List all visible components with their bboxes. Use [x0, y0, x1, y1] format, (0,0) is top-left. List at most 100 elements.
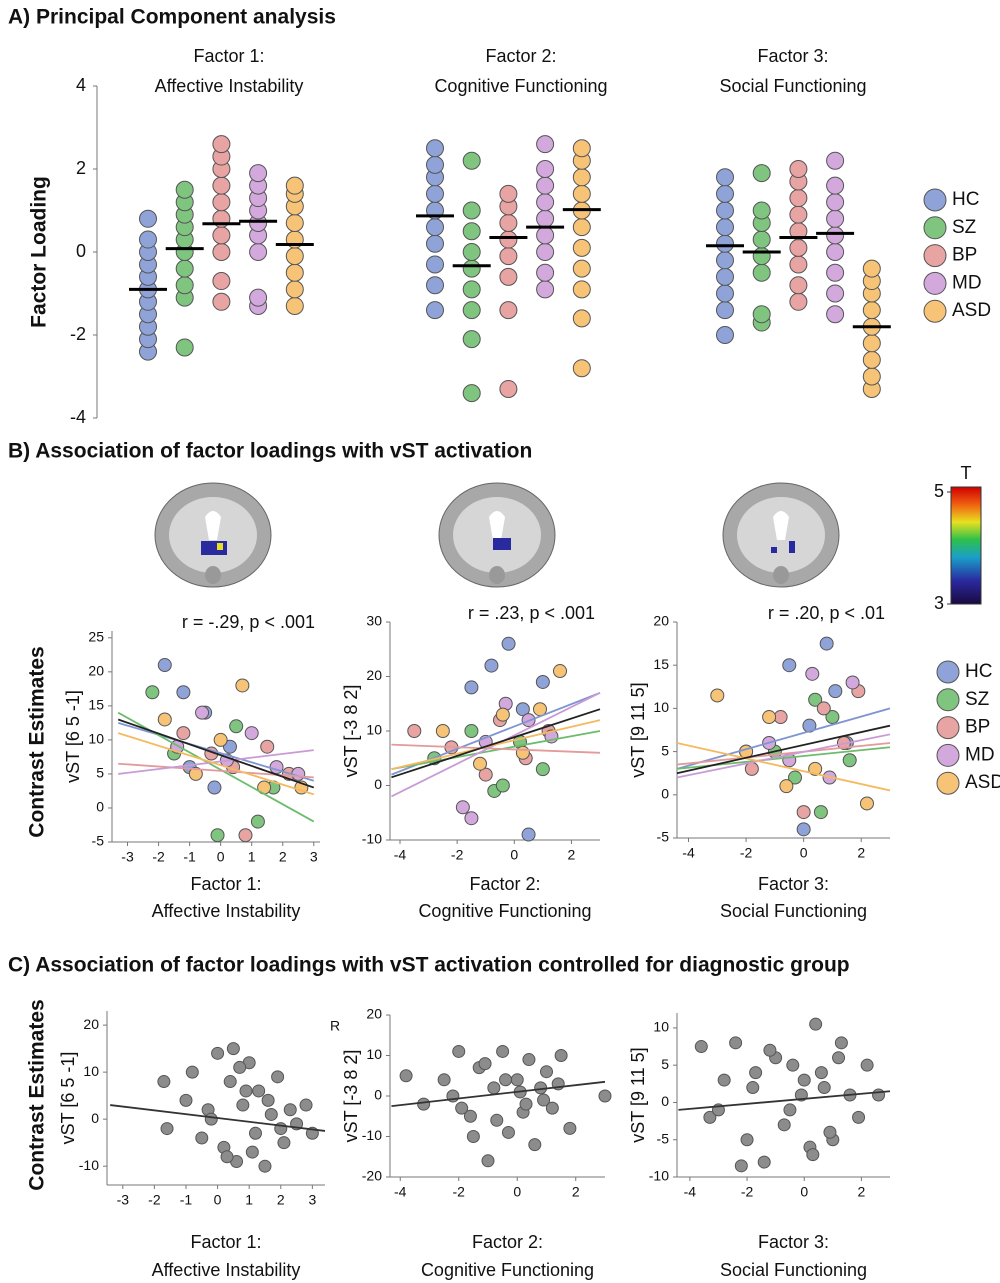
point	[536, 226, 555, 245]
point	[826, 284, 845, 303]
point	[862, 259, 881, 278]
x-tick-label: 0	[800, 1184, 808, 1200]
point	[834, 1036, 848, 1050]
y-tick-label: 4	[76, 75, 86, 95]
legend-label: BP	[952, 245, 977, 266]
point	[752, 305, 771, 324]
y-tick-label: 5	[661, 1056, 669, 1072]
colorbar	[950, 486, 982, 605]
point	[238, 828, 253, 843]
x-tick-label: -3	[117, 1192, 130, 1208]
point	[536, 135, 555, 154]
x-tick-label: 2	[857, 845, 865, 861]
point	[783, 1103, 797, 1117]
fit-line	[676, 707, 891, 770]
point	[426, 276, 444, 295]
point	[862, 334, 881, 353]
point	[229, 719, 244, 734]
legend-swatch	[923, 271, 947, 295]
x-tick-label: 1	[245, 1192, 253, 1208]
point	[545, 1101, 559, 1115]
x-tick-label: -2	[152, 849, 165, 865]
point	[455, 1101, 469, 1115]
point	[462, 222, 481, 241]
point	[536, 176, 555, 195]
fit-line	[118, 762, 314, 779]
y-tick-label: -20	[362, 1168, 382, 1184]
point	[752, 201, 771, 220]
point	[862, 350, 881, 369]
point	[796, 805, 811, 820]
point	[236, 1098, 250, 1112]
point	[553, 664, 567, 679]
point	[572, 280, 591, 299]
point	[825, 710, 840, 725]
x-tick-label: -2	[740, 845, 753, 861]
point	[407, 724, 422, 738]
point	[285, 280, 304, 299]
y-tick-label: 10	[83, 1063, 99, 1079]
point	[212, 226, 231, 245]
point	[462, 301, 481, 320]
y-tick-label: 15	[653, 656, 669, 672]
point	[826, 176, 845, 195]
point	[823, 1125, 837, 1139]
legend-swatch	[936, 716, 960, 740]
point	[466, 1130, 480, 1143]
y-tick-label: 20	[366, 1006, 382, 1022]
y-tick-label: 10	[366, 722, 382, 738]
legend-swatch	[936, 688, 960, 712]
point	[786, 1058, 800, 1072]
point	[175, 259, 194, 278]
fit-line	[676, 724, 891, 775]
note: R	[330, 1018, 340, 1034]
y-tick-label: 0	[374, 776, 382, 792]
y-tick-label: 0	[661, 1093, 669, 1109]
x-tick-label: 3	[308, 1192, 316, 1208]
point	[859, 796, 874, 811]
section-title: C) Association of factor loadings with v…	[8, 954, 850, 977]
factor-title: Cognitive Functioning	[434, 76, 607, 96]
point	[139, 209, 157, 228]
point	[426, 155, 444, 174]
point	[777, 1118, 791, 1132]
point	[462, 330, 481, 349]
point	[261, 1093, 275, 1107]
legend-swatch	[923, 188, 947, 212]
point	[499, 301, 518, 320]
factor-title: Factor 1:	[193, 46, 264, 66]
legend-label: HC	[952, 189, 979, 210]
factor-title: Social Functioning	[719, 76, 866, 96]
point	[207, 780, 222, 795]
point	[244, 726, 259, 741]
point	[572, 139, 591, 158]
point	[487, 1081, 501, 1095]
point	[572, 184, 591, 203]
x-axis-label: Factor 3:	[758, 1232, 829, 1252]
x-tick-label: -4	[684, 1184, 697, 1200]
point	[210, 828, 225, 843]
point	[285, 176, 304, 195]
factor-title: Factor 2:	[485, 46, 556, 66]
point	[826, 226, 845, 245]
point	[499, 1073, 513, 1087]
point	[212, 292, 231, 311]
x-tick-label: -1	[183, 849, 196, 865]
fit-line	[117, 718, 315, 789]
point	[789, 205, 808, 224]
x-axis-label: Factor 2:	[472, 1232, 543, 1252]
point	[598, 1089, 612, 1103]
x-axis-label: Factor 1:	[190, 1232, 261, 1252]
y-tick-label: -10	[649, 1168, 669, 1184]
stat-annotation: r = -.29, p < .001	[182, 612, 315, 632]
point	[495, 778, 510, 793]
point	[437, 1073, 451, 1087]
point	[235, 678, 250, 693]
fit-line	[391, 743, 601, 754]
point	[464, 811, 479, 826]
stat-annotation: r = .20, p < .01	[768, 603, 885, 623]
point	[139, 230, 157, 249]
point	[789, 189, 808, 208]
y-tick-label: 0	[96, 799, 104, 815]
point	[499, 230, 518, 249]
